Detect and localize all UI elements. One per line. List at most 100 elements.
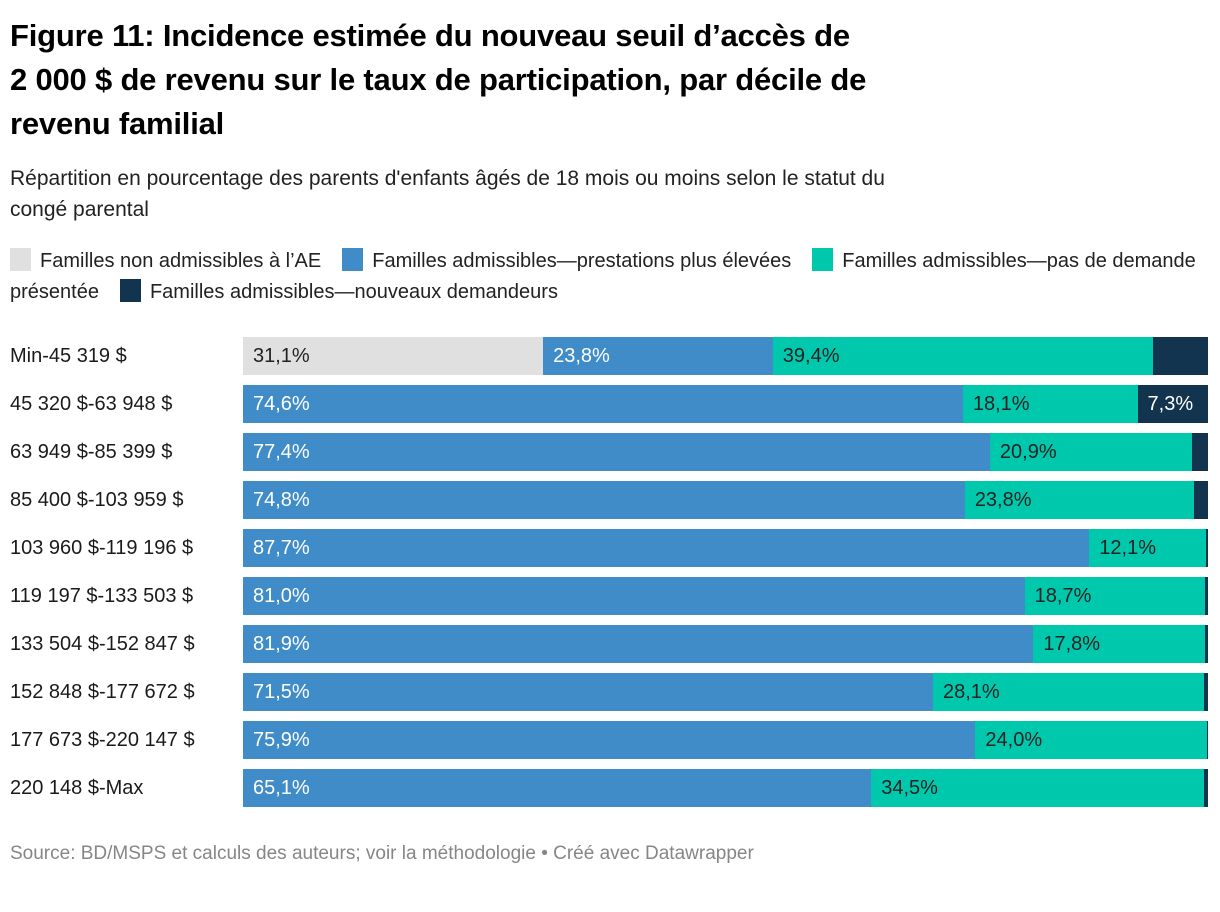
bar-value-label: 12,1% bbox=[1099, 536, 1157, 559]
bar-value-label: 39,4% bbox=[782, 344, 840, 367]
bar-segment: 71,5% bbox=[243, 673, 933, 711]
bar-value-label: 74,6% bbox=[253, 392, 310, 415]
bar-track: 74,8% 23,8% bbox=[243, 481, 1208, 519]
legend-swatch bbox=[10, 248, 31, 271]
bar-segment: 81,9% bbox=[243, 625, 1034, 663]
legend-swatch bbox=[812, 248, 834, 271]
title-line: 2 000 $ de revenu sur le taux de partici… bbox=[10, 62, 867, 97]
bar-segment: 74,6% bbox=[243, 385, 963, 423]
bar-segment bbox=[1205, 577, 1208, 615]
bar-segment bbox=[1205, 625, 1208, 663]
bar-segment: 23,8% bbox=[964, 481, 1195, 519]
chart-row: Min-45 319 $ 31,1% 23,8% 39,4% bbox=[10, 337, 1208, 375]
bar-track: 87,7% 12,1% bbox=[243, 529, 1208, 567]
chart: Min-45 319 $ 31,1% 23,8% 39,4% 45 320 $-63 9… bbox=[10, 337, 1208, 807]
row-label: 152 848 $-177 672 $ bbox=[10, 680, 195, 703]
bar-track: 74,6% 18,1% 7,3% bbox=[243, 385, 1208, 423]
bar-segment: 7,3% bbox=[1137, 385, 1208, 423]
row-label: 177 673 $-220 147 $ bbox=[10, 728, 195, 751]
row-label: 220 148 $-Max bbox=[10, 776, 144, 799]
bar-value-label: 65,1% bbox=[253, 776, 310, 799]
legend-label: Familles admissibles—nouveaux demandeurs bbox=[149, 281, 558, 303]
bar-segment bbox=[1152, 337, 1208, 375]
bar-segment bbox=[1207, 721, 1208, 759]
row-label: 133 504 $-152 847 $ bbox=[10, 632, 195, 655]
title-line: Figure 11: Incidence estimée du nouveau … bbox=[10, 18, 850, 53]
bar-value-label: 18,1% bbox=[972, 392, 1030, 415]
bar-value-label: 87,7% bbox=[253, 536, 310, 559]
bar-segment: 74,8% bbox=[243, 481, 965, 519]
bar-segment: 18,7% bbox=[1024, 577, 1206, 615]
bar-segment: 77,4% bbox=[243, 433, 990, 471]
legend-swatch bbox=[119, 279, 141, 302]
page: Figure 11: Incidence estimée du nouveau … bbox=[10, 14, 1208, 864]
bar-segment bbox=[1191, 433, 1208, 471]
bar-value-label: 23,8% bbox=[553, 344, 610, 367]
bar-value-label: 23,8% bbox=[974, 488, 1032, 511]
bar-segment: 23,8% bbox=[543, 337, 773, 375]
bar-track: 77,4% 20,9% bbox=[243, 433, 1208, 471]
bar-value-label: 75,9% bbox=[253, 728, 310, 751]
bar-value-label: 81,0% bbox=[253, 584, 310, 607]
title-line: revenu familial bbox=[10, 106, 225, 141]
bar-segment: 34,5% bbox=[871, 769, 1205, 807]
bar-value-label: 20,9% bbox=[999, 440, 1057, 463]
chart-row: 85 400 $-103 959 $ 74,8% 23,8% bbox=[10, 481, 1208, 519]
row-label: 63 949 $-85 399 $ bbox=[10, 440, 173, 463]
chart-subtitle: Répartition en pourcentage des parents d… bbox=[10, 163, 1208, 225]
legend-label: Familles admissibles—prestations plus él… bbox=[372, 250, 792, 272]
bar-segment: 18,1% bbox=[962, 385, 1138, 423]
bar-segment bbox=[1204, 673, 1208, 711]
bar-value-label: 18,7% bbox=[1034, 584, 1092, 607]
bar-value-label: 24,0% bbox=[985, 728, 1043, 751]
chart-row: 177 673 $-220 147 $ 75,9% 24,0% bbox=[10, 721, 1208, 759]
bar-value-label: 34,5% bbox=[881, 776, 938, 799]
bar-segment: 87,7% bbox=[243, 529, 1090, 567]
bar-value-label: 7,3% bbox=[1147, 392, 1194, 415]
bar-value-label: 31,1% bbox=[253, 344, 310, 367]
chart-row: 45 320 $-63 948 $ 74,6% 18,1% 7,3% bbox=[10, 385, 1208, 423]
legend: Familles non admissibles à l’AE Familles … bbox=[10, 246, 1208, 308]
bar-segment: 20,9% bbox=[989, 433, 1192, 471]
bar-value-label: 77,4% bbox=[253, 440, 310, 463]
bar-segment: 75,9% bbox=[243, 721, 976, 759]
legend-swatch bbox=[342, 248, 364, 271]
bar-segment: 39,4% bbox=[772, 337, 1153, 375]
bar-segment: 28,1% bbox=[932, 673, 1205, 711]
chart-row: 220 148 $-Max 65,1% 34,5% bbox=[10, 769, 1208, 807]
row-label: Min-45 319 $ bbox=[10, 344, 127, 367]
bar-segment bbox=[1194, 481, 1208, 519]
chart-row: 152 848 $-177 672 $ 71,5% 28,1% bbox=[10, 673, 1208, 711]
source-note: Source: BD/MSPS et calculs des auteurs; … bbox=[10, 843, 754, 864]
bar-track: 75,9% 24,0% bbox=[243, 721, 1208, 759]
bar-segment bbox=[1206, 529, 1208, 567]
row-label: 119 197 $-133 503 $ bbox=[10, 584, 194, 607]
bar-segment: 24,0% bbox=[975, 721, 1208, 759]
bar-value-label: 28,1% bbox=[942, 680, 1000, 703]
legend-item: Familles admissibles—prestations plus él… bbox=[342, 248, 792, 272]
page-title: Figure 11: Incidence estimée du nouveau … bbox=[10, 14, 1208, 146]
bar-value-label: 81,9% bbox=[253, 632, 310, 655]
bar-value-label: 17,8% bbox=[1043, 632, 1101, 655]
bar-value-label: 74,8% bbox=[253, 488, 310, 511]
bar-track: 65,1% 34,5% bbox=[243, 769, 1208, 807]
row-label: 85 400 $-103 959 $ bbox=[10, 488, 184, 511]
chart-row: 103 960 $-119 196 $ 87,7% 12,1% bbox=[10, 529, 1208, 567]
legend-label: Familles non admissibles à l’AE bbox=[40, 250, 322, 272]
legend-item: Familles non admissibles à l’AE bbox=[10, 248, 322, 272]
bar-track: 31,1% 23,8% 39,4% bbox=[243, 337, 1208, 375]
bar-segment: 81,0% bbox=[243, 577, 1025, 615]
bar-value-label: 71,5% bbox=[253, 680, 310, 703]
bar-segment: 17,8% bbox=[1033, 625, 1206, 663]
chart-row: 133 504 $-152 847 $ 81,9% 17,8% bbox=[10, 625, 1208, 663]
legend-label: Familles admissibles—pas de demande prés… bbox=[10, 250, 1196, 303]
bar-segment: 12,1% bbox=[1089, 529, 1207, 567]
bar-track: 81,0% 18,7% bbox=[243, 577, 1208, 615]
chart-row: 119 197 $-133 503 $ 81,0% 18,7% bbox=[10, 577, 1208, 615]
bar-segment: 31,1% bbox=[243, 337, 544, 375]
bar-segment bbox=[1204, 769, 1208, 807]
subtitle-line: congé parental bbox=[10, 198, 149, 221]
bar-segment: 65,1% bbox=[243, 769, 872, 807]
bar-track: 81,9% 17,8% bbox=[243, 625, 1208, 663]
subtitle-line: Répartition en pourcentage des parents d… bbox=[10, 167, 885, 190]
